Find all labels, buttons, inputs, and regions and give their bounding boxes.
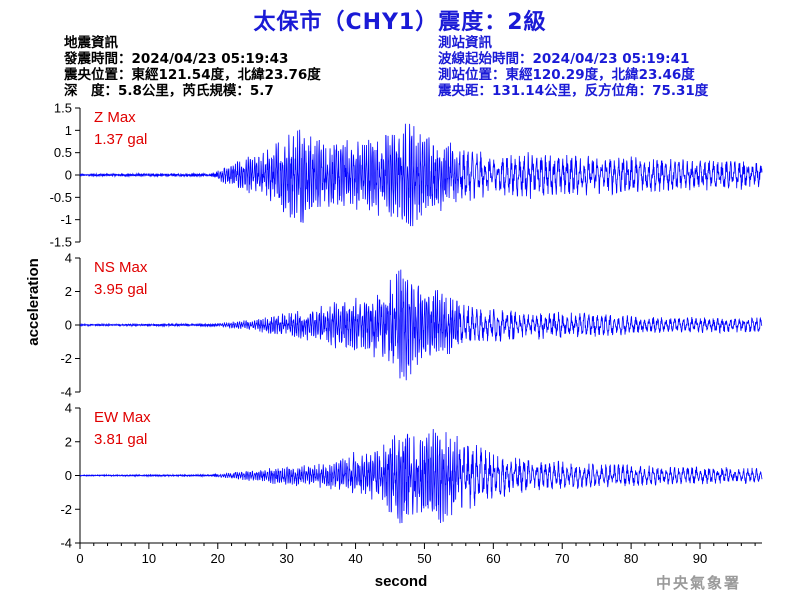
y-tick-label: 1 bbox=[65, 123, 72, 138]
x-tick-label: 10 bbox=[142, 551, 156, 566]
max-value-ew: 3.81 gal bbox=[94, 431, 147, 448]
max-value-z: 1.37 gal bbox=[94, 131, 147, 148]
y-tick-label: 0.5 bbox=[54, 145, 72, 160]
x-tick-label: 40 bbox=[348, 551, 362, 566]
y-tick-label: -1 bbox=[60, 212, 72, 227]
agency-logo-text: 中央氣象署 bbox=[656, 574, 742, 592]
x-tick-label: 30 bbox=[279, 551, 293, 566]
x-axis-label: second bbox=[375, 573, 428, 590]
station-info-heading: 測站資訊 bbox=[438, 35, 492, 51]
y-tick-label: 2 bbox=[65, 434, 72, 449]
y-axis-label: acceleration bbox=[25, 258, 42, 346]
max-value-ns: 3.95 gal bbox=[94, 281, 147, 298]
event-info: 地震資訊 發震時間：2024/04/23 05:19:43 震央位置：東經121… bbox=[64, 35, 321, 99]
y-tick-label: 2 bbox=[65, 284, 72, 299]
max-label-z: Z Max bbox=[94, 109, 136, 126]
x-tick-label: 50 bbox=[417, 551, 431, 566]
y-tick-label: 0 bbox=[65, 168, 72, 183]
x-tick-label: 80 bbox=[624, 551, 638, 566]
wave-start-time: 波線起始時間：2024/04/23 05:19:41 bbox=[438, 51, 690, 67]
max-label-ew: EW Max bbox=[94, 409, 151, 426]
y-tick-label: -4 bbox=[60, 385, 72, 400]
y-tick-label: -4 bbox=[60, 536, 72, 551]
y-tick-label: -1.5 bbox=[50, 235, 72, 250]
waveform-trace-ew bbox=[79, 429, 763, 524]
distance-azimuth: 震央距：131.14公里，反方位角：75.31度 bbox=[438, 83, 709, 99]
y-tick-label: 4 bbox=[65, 401, 72, 416]
waveform-trace-z bbox=[79, 123, 763, 227]
origin-time: 發震時間：2024/04/23 05:19:43 bbox=[64, 51, 289, 67]
x-tick-label: 20 bbox=[211, 551, 225, 566]
depth-magnitude: 深 度：5.8公里，芮氏規模：5.7 bbox=[64, 83, 274, 99]
x-tick-label: 70 bbox=[555, 551, 569, 566]
page-title: 太保市（CHY1）震度：2級 bbox=[253, 10, 547, 35]
y-tick-label: 1.5 bbox=[54, 101, 72, 116]
station-info: 測站資訊 波線起始時間：2024/04/23 05:19:41 測站位置：東經1… bbox=[438, 35, 708, 99]
y-tick-label: 4 bbox=[65, 251, 72, 266]
x-tick-label: 60 bbox=[486, 551, 500, 566]
station-location: 測站位置：東經120.29度，北緯23.46度 bbox=[438, 67, 695, 83]
y-tick-label: -2 bbox=[60, 351, 72, 366]
event-info-heading: 地震資訊 bbox=[64, 35, 118, 51]
y-tick-label: -2 bbox=[60, 502, 72, 517]
waveform-trace-ns bbox=[79, 269, 763, 381]
y-tick-label: -0.5 bbox=[50, 190, 72, 205]
x-tick-label: 90 bbox=[693, 551, 707, 566]
epicenter: 震央位置：東經121.54度，北緯23.76度 bbox=[64, 67, 321, 83]
y-tick-label: 0 bbox=[65, 318, 72, 333]
max-label-ns: NS Max bbox=[94, 259, 148, 276]
x-tick-label: 0 bbox=[76, 551, 83, 566]
y-tick-label: 0 bbox=[65, 468, 72, 483]
